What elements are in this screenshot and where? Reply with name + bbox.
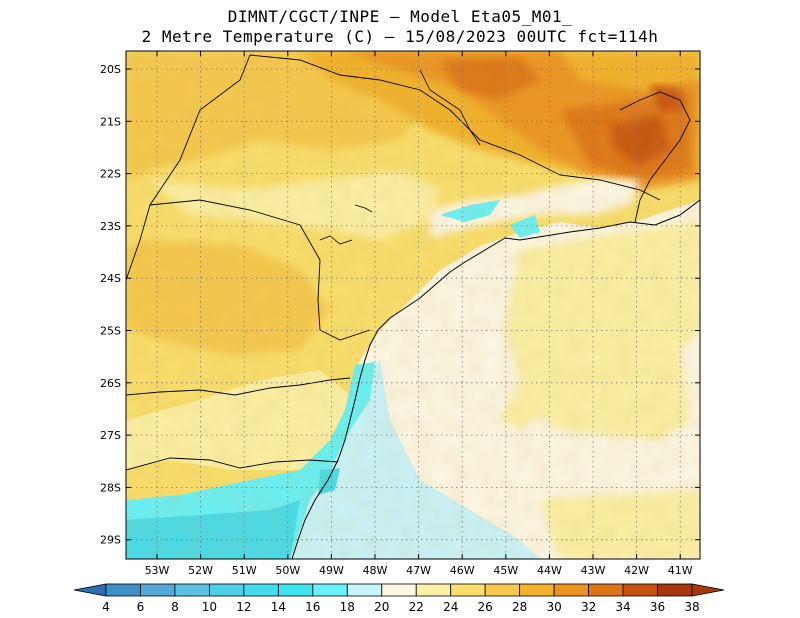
colorbar-arrow-left xyxy=(73,583,107,597)
colorbar-segment xyxy=(519,583,555,597)
colorbar-label: 8 xyxy=(171,600,179,614)
colorbar-labels: 4 6 8 10 12 14 16 18 20 22 24 26 28 30 32 34 36 38 xyxy=(102,600,699,614)
lat-label: 28S xyxy=(100,481,121,494)
colorbar-label: 28 xyxy=(512,600,527,614)
lon-label: 42W xyxy=(624,564,649,577)
reservoir-furnas xyxy=(419,69,481,146)
river-parana-detail xyxy=(319,235,353,245)
colorbar-segment xyxy=(346,583,383,597)
colorbar-segment xyxy=(415,583,452,597)
lon-label: 47W xyxy=(406,564,431,577)
border-pr-sp xyxy=(149,199,371,341)
colorbar-label: 16 xyxy=(305,600,320,614)
border-ms xyxy=(126,54,251,281)
colorbar-segment xyxy=(277,583,314,597)
lon-label: 46W xyxy=(450,564,475,577)
lat-label: 26S xyxy=(100,377,121,390)
colorbar-label: 4 xyxy=(102,600,110,614)
colorbar-label: 10 xyxy=(202,600,217,614)
colorbar-label: 6 xyxy=(137,600,145,614)
border-mg-rj-es xyxy=(619,91,691,223)
colorbar-segment xyxy=(174,583,210,597)
colorbar-label: 34 xyxy=(615,600,630,614)
colorbar-label: 30 xyxy=(546,600,561,614)
colorbar-label: 36 xyxy=(650,600,665,614)
reservoir-detail xyxy=(354,204,373,213)
lat-label: 21S xyxy=(100,115,121,128)
colorbar-label: 38 xyxy=(684,600,699,614)
lat-label: 24S xyxy=(100,272,121,285)
colorbar-label: 26 xyxy=(478,600,493,614)
lat-label: 27S xyxy=(100,429,121,442)
lon-label: 52W xyxy=(188,564,213,577)
lon-label: 51W xyxy=(232,564,257,577)
lat-label: 22S xyxy=(100,168,121,181)
lon-label: 50W xyxy=(275,564,300,577)
map-title-line-1: DIMNT/CGCT/INPE – Model Eta05_M01_ xyxy=(227,7,573,26)
gridlines xyxy=(126,51,700,559)
colorbar-segment xyxy=(243,583,279,597)
colorbar-segment xyxy=(140,583,176,597)
colorbar-label: 20 xyxy=(374,600,389,614)
temperature-field xyxy=(126,51,700,559)
colorbar-segment xyxy=(312,583,348,597)
colorbar-segment xyxy=(381,583,417,597)
colorbar-segment xyxy=(450,583,486,597)
field-texture xyxy=(126,51,700,559)
colorbar-segment xyxy=(484,583,521,597)
colorbar-segment xyxy=(657,583,693,597)
lon-label: 45W xyxy=(493,564,518,577)
colorbar-segment xyxy=(105,583,141,597)
lon-label: 49W xyxy=(319,564,344,577)
colorbar-segment xyxy=(622,583,658,597)
lat-label: 25S xyxy=(100,325,121,338)
colorbar-segment xyxy=(553,583,589,597)
colorbar-label: 32 xyxy=(581,600,596,614)
colorbar-label: 24 xyxy=(443,600,458,614)
colorbar-label: 14 xyxy=(271,600,286,614)
border-pr-sc xyxy=(126,377,351,396)
axis-ticks xyxy=(126,51,700,559)
coastline xyxy=(291,199,700,559)
map-frame xyxy=(125,50,701,560)
colorbar-label: 18 xyxy=(340,600,355,614)
lon-label: 44W xyxy=(537,564,562,577)
lon-label: 48W xyxy=(363,564,388,577)
latitude-labels: 20S 21S 22S 23S 24S 25S 26S 27S 28S 29S xyxy=(100,63,121,547)
lon-label: 41W xyxy=(668,564,693,577)
colorbar-segment xyxy=(588,583,624,597)
lon-label: 53W xyxy=(145,564,170,577)
map-title-line-2: 2 Metre Temperature (C) – 15/08/2023 00U… xyxy=(141,27,659,46)
longitude-labels: 53W 52W 51W 50W 49W 48W 47W 46W 45W 44W 43W 42W 41W xyxy=(145,564,693,577)
colorbar xyxy=(73,583,725,597)
border-sp-mg xyxy=(249,54,661,201)
lat-label: 29S xyxy=(100,534,121,547)
colorbar-arrow-right xyxy=(691,583,725,597)
colorbar-segment xyxy=(209,583,245,597)
lat-label: 23S xyxy=(100,220,121,233)
colorbar-label: 22 xyxy=(409,600,424,614)
colorbar-label: 12 xyxy=(236,600,251,614)
lat-label: 20S xyxy=(100,63,121,76)
lon-label: 43W xyxy=(581,564,606,577)
border-sc-rs xyxy=(126,457,339,471)
